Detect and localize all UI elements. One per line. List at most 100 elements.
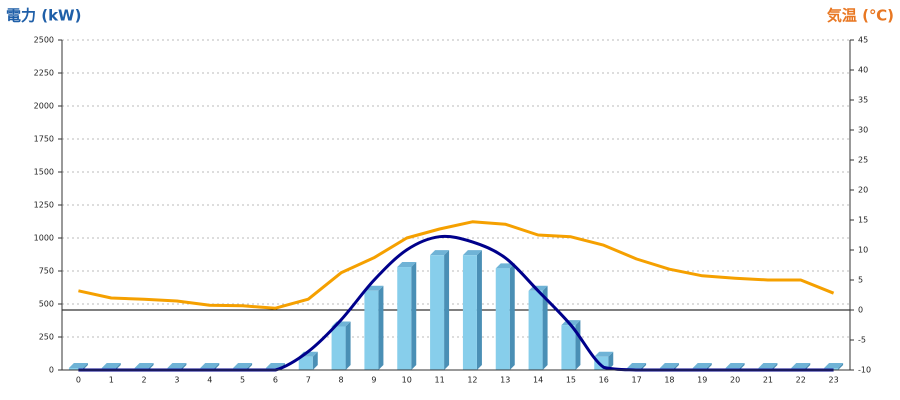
bar bbox=[331, 326, 346, 370]
bar bbox=[430, 255, 445, 370]
bar-side bbox=[739, 363, 745, 370]
y2-tick-label: 30 bbox=[858, 126, 868, 135]
y-tick-label: 1500 bbox=[34, 168, 54, 177]
bar-side bbox=[542, 285, 548, 370]
bar-top bbox=[594, 351, 614, 357]
x-tick-label: 2 bbox=[142, 376, 147, 385]
y-tick-label: 1250 bbox=[34, 201, 54, 210]
x-tick-label: 17 bbox=[631, 376, 641, 385]
bar-top bbox=[167, 363, 187, 368]
bar-top bbox=[758, 363, 778, 368]
bar-top bbox=[725, 363, 745, 368]
bar-side bbox=[805, 363, 811, 370]
x-tick-label: 3 bbox=[174, 376, 179, 385]
bar-side bbox=[345, 321, 351, 370]
y-tick-label: 2500 bbox=[34, 36, 54, 45]
y-tick-label: 2000 bbox=[34, 102, 54, 111]
bar-top bbox=[134, 363, 154, 368]
x-tick-label: 7 bbox=[306, 376, 311, 385]
y-axis-title: 電力 (kW) bbox=[6, 7, 81, 25]
y2-tick-label: 40 bbox=[858, 66, 868, 75]
bar-side bbox=[115, 363, 121, 370]
x-tick-label: 13 bbox=[500, 376, 510, 385]
y-tick-label: 1750 bbox=[34, 135, 54, 144]
y2-tick-label: 0 bbox=[858, 306, 863, 315]
bar-side bbox=[378, 285, 384, 370]
y-tick-label: 500 bbox=[39, 300, 54, 309]
x-tick-label: 21 bbox=[763, 376, 773, 385]
bar-side bbox=[575, 320, 581, 370]
x-tick-label: 0 bbox=[76, 376, 81, 385]
bar-top bbox=[200, 363, 220, 368]
y2-tick-label: 5 bbox=[858, 276, 863, 285]
bar-side bbox=[772, 363, 778, 370]
bar-side bbox=[509, 263, 515, 370]
bar bbox=[495, 268, 510, 370]
x-tick-label: 22 bbox=[796, 376, 806, 385]
x-tick-label: 11 bbox=[434, 376, 444, 385]
bar-top bbox=[659, 363, 679, 368]
bar bbox=[298, 356, 313, 370]
y-tick-label: 2250 bbox=[34, 69, 54, 78]
y2-tick-label: 35 bbox=[858, 96, 868, 105]
bar-top bbox=[233, 363, 253, 368]
bar-top bbox=[824, 363, 844, 368]
bar-top bbox=[265, 363, 285, 368]
x-tick-label: 5 bbox=[240, 376, 245, 385]
y-tick-label: 250 bbox=[39, 333, 54, 342]
bar-top bbox=[430, 250, 450, 256]
x-tick-label: 23 bbox=[828, 376, 838, 385]
bar-side bbox=[312, 351, 318, 370]
x-tick-label: 16 bbox=[599, 376, 609, 385]
bar-top bbox=[627, 363, 647, 368]
bar-side bbox=[82, 363, 88, 370]
bar-side bbox=[608, 351, 614, 370]
x-tick-label: 20 bbox=[730, 376, 740, 385]
bar bbox=[397, 267, 412, 370]
bar-top bbox=[68, 363, 88, 368]
bar bbox=[68, 368, 83, 370]
y2-tick-label: 10 bbox=[858, 246, 868, 255]
y-tick-label: 0 bbox=[49, 366, 54, 375]
bar bbox=[528, 290, 543, 370]
bar-side bbox=[706, 363, 712, 370]
bar-side bbox=[673, 363, 679, 370]
bar-side bbox=[148, 363, 154, 370]
bar bbox=[364, 290, 379, 370]
bar-top bbox=[791, 363, 811, 368]
x-tick-label: 18 bbox=[664, 376, 674, 385]
x-tick-label: 12 bbox=[467, 376, 477, 385]
y2-tick-label: 45 bbox=[858, 36, 868, 45]
y2-tick-label: 15 bbox=[858, 216, 868, 225]
x-tick-label: 14 bbox=[533, 376, 543, 385]
y2-tick-label: -10 bbox=[858, 366, 871, 375]
y-tick-label: 750 bbox=[39, 267, 54, 276]
bar bbox=[462, 255, 477, 370]
bar-top bbox=[397, 262, 417, 268]
x-tick-label: 15 bbox=[566, 376, 576, 385]
bar-top bbox=[101, 363, 121, 368]
bar-side bbox=[411, 262, 417, 370]
x-tick-label: 4 bbox=[207, 376, 212, 385]
bar-side bbox=[181, 363, 187, 370]
bar-side bbox=[476, 250, 482, 370]
bar-side bbox=[247, 363, 253, 370]
y2-tick-label: 25 bbox=[858, 156, 868, 165]
x-tick-label: 10 bbox=[402, 376, 412, 385]
y2-tick-label: 20 bbox=[858, 186, 868, 195]
y2-tick-label: -5 bbox=[858, 336, 866, 345]
x-tick-label: 19 bbox=[697, 376, 707, 385]
bar-side bbox=[641, 363, 647, 370]
bar-top bbox=[692, 363, 712, 368]
x-tick-label: 9 bbox=[371, 376, 376, 385]
bar-side bbox=[444, 250, 450, 370]
bar-top bbox=[462, 250, 482, 256]
bar-side bbox=[214, 363, 220, 370]
x-tick-label: 6 bbox=[273, 376, 278, 385]
x-tick-label: 8 bbox=[339, 376, 344, 385]
y2-axis-title: 気温 (℃) bbox=[827, 7, 894, 25]
bar-top bbox=[495, 263, 515, 269]
line bbox=[78, 220, 835, 310]
bar-side bbox=[838, 363, 844, 370]
